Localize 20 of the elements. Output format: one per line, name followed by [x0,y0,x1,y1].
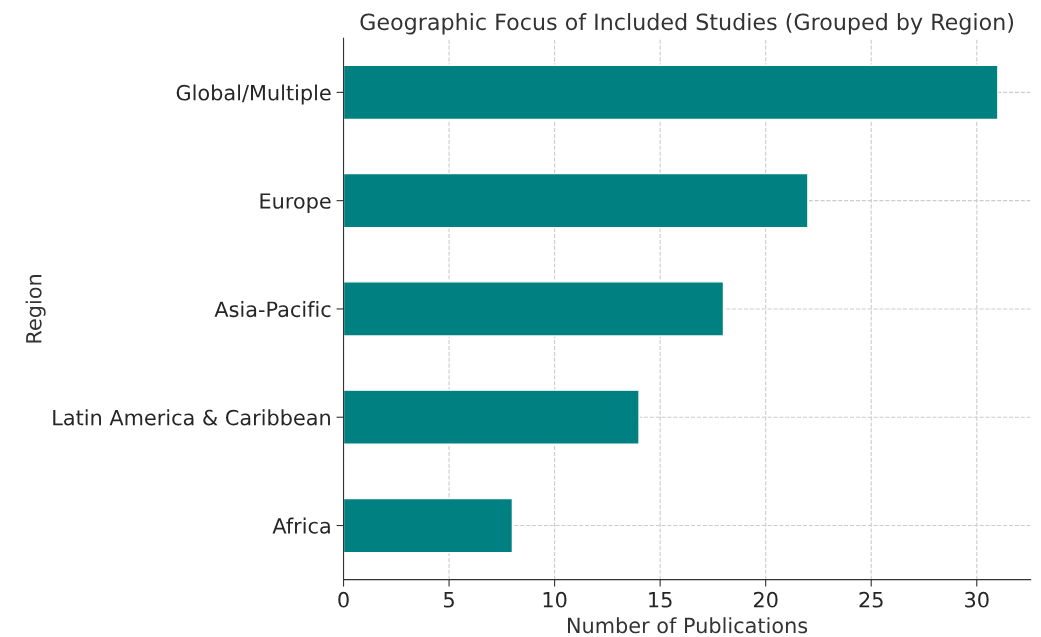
y-tick-label: Europe [260,193,331,213]
y-tick-label: Latin America & Caribbean [53,409,330,426]
x-tick-label: 25 [859,591,883,608]
bar [343,64,999,121]
x-axis-title: Number of Publications [568,617,808,634]
x-tick-label: 15 [649,592,672,608]
x-tick-label: 5 [444,592,454,608]
bar [343,497,514,554]
y-tick-label: Asia-Pacific [214,301,331,318]
y-axis-title: Region [25,275,46,343]
y-tick-label: Global/Multiple [176,84,331,105]
y-tick-label: Africa [272,517,330,534]
chart-title: Geographic Focus of Included Studies (Grouped by Region) [360,13,1014,35]
bar [343,172,809,229]
bar [343,281,725,337]
x-tick-label: 20 [753,591,778,608]
x-tick-label: 0 [338,591,349,608]
x-tick-label: 30 [965,591,989,608]
bar [343,389,640,446]
x-tick-label: 10 [543,591,567,608]
